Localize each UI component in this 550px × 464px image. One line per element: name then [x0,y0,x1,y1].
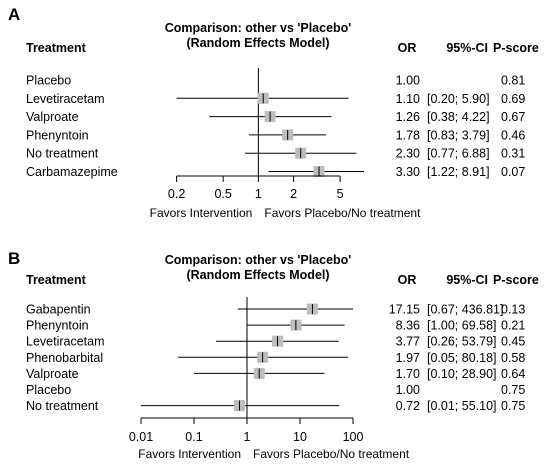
header-treatment: Treatment [26,273,87,287]
row-pscore-value: 0.46 [501,128,525,142]
panel-label: B [8,249,20,268]
header-pscore: P-score [493,273,539,287]
row-ci-value: [0.10; 28.90] [427,367,497,381]
row-treatment-label: Placebo [26,74,71,88]
row-or-value: 8.36 [396,319,420,333]
header-ci: 95%-CI [446,41,488,55]
chart-title: Comparison: other vs 'Placebo' [165,21,352,35]
row-ci-value: [0.26; 53.79] [427,335,497,349]
row-ci-value: [0.77; 6.88] [427,147,490,161]
x-tick-label: 5 [337,187,344,201]
row-ci-value: [0.05; 80.18] [427,351,497,365]
row-treatment-label: Valproate [26,367,79,381]
favors-placebo-label: Favors Placebo/No treatment [253,447,410,461]
row-pscore-value: 0.13 [501,303,525,317]
row-treatment-label: Phenyntoin [26,128,89,142]
row-ci-value: [0.67; 436.81] [427,303,503,317]
row-ci-value: [0.01; 55.10] [427,399,497,413]
header-pscore: P-score [493,41,539,55]
row-pscore-value: 0.58 [501,351,525,365]
chart-subtitle: (Random Effects Model) [186,268,329,282]
row-ci-value: [0.83; 3.79] [427,128,490,142]
row-ci-value: [0.38; 4.22] [427,110,490,124]
row-pscore-value: 0.69 [501,92,525,106]
row-treatment-label: Phenobarbital [26,351,103,365]
header-ci: 95%-CI [446,273,488,287]
x-tick-label: 0.5 [214,187,231,201]
row-pscore-value: 0.21 [501,319,525,333]
header-or: OR [398,273,417,287]
favors-intervention-label: Favors Intervention [138,447,241,461]
x-tick-label: 1 [244,430,251,444]
row-treatment-label: Phenyntoin [26,319,89,333]
row-pscore-value: 0.31 [501,147,525,161]
row-or-value: 0.72 [396,399,420,413]
x-tick-label: 0.2 [168,187,185,201]
row-or-value: 1.97 [396,351,420,365]
chart-subtitle: (Random Effects Model) [186,36,329,50]
panel-label: A [8,5,20,24]
x-tick-label: 1 [255,187,262,201]
x-tick-label: 0.01 [129,430,153,444]
row-or-value: 1.26 [396,110,420,124]
row-ci-value: [1.22; 8.91] [427,165,490,179]
favors-placebo-label: Favors Placebo/No treatment [264,206,421,220]
x-tick-label: 0.1 [185,430,202,444]
row-or-value: 1.10 [396,92,420,106]
header-or: OR [398,41,417,55]
row-treatment-label: No treatment [26,147,99,161]
row-pscore-value: 0.75 [501,399,525,413]
row-or-value: 1.00 [396,383,420,397]
row-pscore-value: 0.45 [501,335,525,349]
row-pscore-value: 0.07 [501,165,525,179]
row-or-value: 1.00 [396,74,420,88]
row-treatment-label: Placebo [26,383,71,397]
row-pscore-value: 0.75 [501,383,525,397]
row-or-value: 17.15 [389,303,420,317]
row-or-value: 1.70 [396,367,420,381]
row-or-value: 1.78 [396,128,420,142]
favors-intervention-label: Favors Intervention [150,206,253,220]
x-tick-label: 100 [343,430,364,444]
row-or-value: 3.30 [396,165,420,179]
chart-title: Comparison: other vs 'Placebo' [165,253,352,267]
row-or-value: 2.30 [396,147,420,161]
row-treatment-label: Levetiracetam [26,92,105,106]
row-pscore-value: 0.81 [501,74,525,88]
row-pscore-value: 0.64 [501,367,525,381]
row-treatment-label: Levetiracetam [26,335,105,349]
row-ci-value: [1.00; 69.58] [427,319,497,333]
row-or-value: 3.77 [396,335,420,349]
x-tick-label: 10 [293,430,307,444]
x-tick-label: 2 [290,187,297,201]
header-treatment: Treatment [26,41,87,55]
row-pscore-value: 0.67 [501,110,525,124]
row-ci-value: [0.20; 5.90] [427,92,490,106]
row-treatment-label: Valproate [26,110,79,124]
row-treatment-label: No treatment [26,399,99,413]
row-treatment-label: Gabapentin [26,303,91,317]
row-treatment-label: Carbamazepime [26,165,118,179]
